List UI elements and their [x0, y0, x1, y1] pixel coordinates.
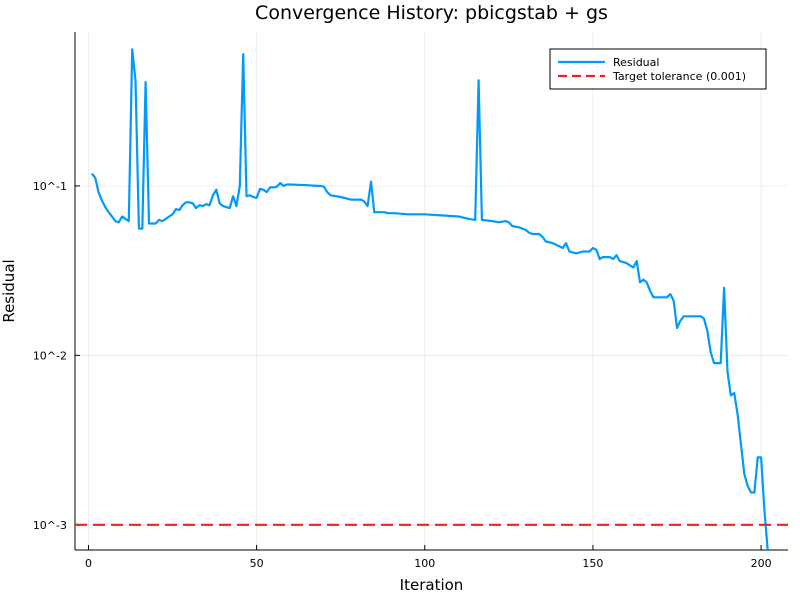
y-axis-title: Residual: [0, 259, 18, 322]
x-tick-label: 0: [85, 557, 92, 570]
axis-ticks: 0 50 100 150 200 10^-1 10^-2 10^-3: [33, 32, 788, 570]
x-tick-label: 100: [414, 557, 435, 570]
x-tick-label: 150: [582, 557, 603, 570]
x-axis-title: Iteration: [400, 576, 464, 594]
y-tick-label: 10^-2: [33, 349, 67, 362]
legend-box: [549, 48, 767, 90]
series-line-residual: [90, 48, 769, 552]
legend: Residual Target tolerance (0.001): [549, 48, 767, 90]
grid: [75, 32, 788, 550]
legend-label-residual: Residual: [613, 56, 659, 69]
series-layer: [75, 48, 788, 552]
y-tick-label: 10^-1: [33, 180, 67, 193]
legend-label-target-tolerance: Target tolerance (0.001): [612, 70, 746, 83]
chart-title: Convergence History: pbicgstab + gs: [255, 2, 608, 24]
y-tick-label: 10^-3: [33, 519, 67, 532]
x-tick-label: 50: [250, 557, 264, 570]
x-tick-label: 200: [751, 557, 772, 570]
